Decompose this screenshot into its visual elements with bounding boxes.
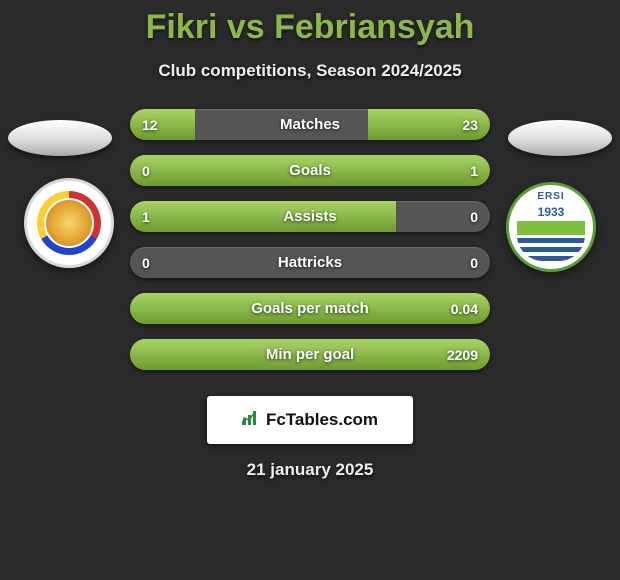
stat-fill-right — [130, 339, 490, 370]
stat-row: 0Hattricks0 — [130, 247, 490, 278]
attribution-text: FcTables.com — [266, 410, 378, 430]
stat-row: 1Assists0 — [130, 201, 490, 232]
page-title: Fikri vs Febriansyah — [0, 8, 620, 47]
waves-icon — [517, 235, 585, 261]
stat-row: 0Goals1 — [130, 155, 490, 186]
stat-row: Goals per match0.04 — [130, 293, 490, 324]
stat-value-left: 0 — [142, 247, 150, 278]
club-badge-right-text: ERSI — [509, 191, 593, 202]
stat-value-right: 0 — [470, 247, 478, 278]
stat-rows: 12Matches230Goals11Assists00Hattricks0Go… — [130, 109, 490, 370]
stat-row: 12Matches23 — [130, 109, 490, 140]
stat-fill-right — [368, 109, 490, 140]
player-right-oval — [508, 120, 612, 156]
attribution-badge: FcTables.com — [207, 396, 413, 444]
stat-label: Hattricks — [130, 247, 490, 278]
date-text: 21 january 2025 — [0, 460, 620, 480]
player-left-oval — [8, 120, 112, 156]
subtitle: Club competitions, Season 2024/2025 — [0, 61, 620, 81]
lion-icon — [44, 198, 94, 248]
stat-value-right: 0 — [470, 201, 478, 232]
stat-fill-right — [130, 293, 490, 324]
club-badge-right: ERSI 1933 — [506, 182, 596, 272]
club-badge-left — [24, 178, 114, 268]
stat-fill-right — [130, 155, 490, 186]
stat-fill-left — [130, 201, 396, 232]
stat-fill-left — [130, 109, 195, 140]
club-badge-right-year: 1933 — [509, 205, 593, 219]
club-badge-left-ring — [37, 191, 101, 255]
chart-icon — [242, 410, 260, 431]
stat-row: Min per goal2209 — [130, 339, 490, 370]
